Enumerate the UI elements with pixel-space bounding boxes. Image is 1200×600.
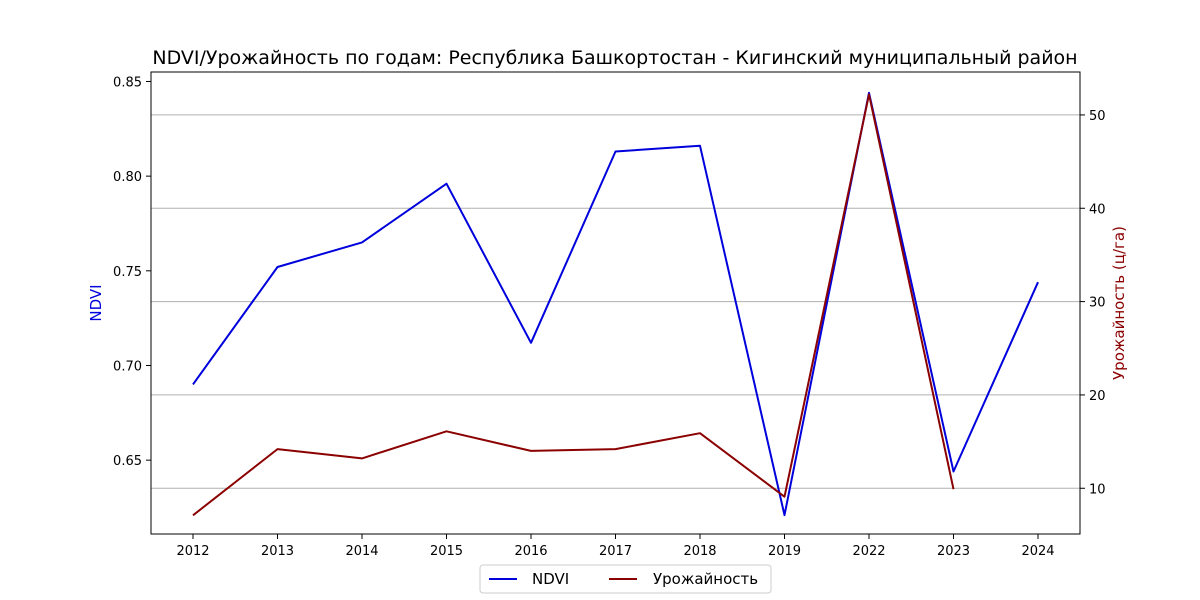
series-line-yield: [192, 93, 955, 517]
x-tick-label: 2015: [430, 544, 463, 559]
x-tick-label: 2014: [345, 544, 378, 559]
series-line-ndvi: [192, 91, 1039, 517]
x-tick-label: 2024: [1021, 544, 1054, 559]
plot-area: [150, 71, 1081, 535]
series-layer: [192, 91, 1039, 517]
y-left-tick-label: 0.85: [113, 75, 142, 90]
y-right-tick-label: 40: [1089, 202, 1106, 217]
legend-label-ndvi: NDVI: [532, 570, 569, 588]
x-tick-label: 2023: [937, 544, 970, 559]
y-axis-right-label: Урожайность (ц/га): [1110, 226, 1128, 380]
y-left-tick-label: 0.80: [113, 170, 142, 185]
y-left-tick-label: 0.70: [113, 359, 142, 374]
x-tick-label: 2017: [599, 544, 632, 559]
y-right-tick-label: 30: [1089, 296, 1106, 311]
y-right-tick-label: 10: [1089, 482, 1106, 497]
x-tick-label: 2013: [261, 544, 294, 559]
grid-lines: [151, 114, 1080, 489]
legend: NDVI Урожайность: [479, 564, 772, 594]
y-right-tick-label: 50: [1089, 109, 1106, 124]
legend-label-yield: Урожайность: [653, 570, 758, 588]
x-tick-label: 2018: [683, 544, 716, 559]
x-axis: 2012 2013 2014 2015 2016 2017 2018 2019 2022 2023…: [176, 534, 1055, 559]
x-tick-label: 2019: [768, 544, 801, 559]
y-right-tick-label: 20: [1089, 389, 1106, 404]
y-left-tick-label: 0.75: [113, 265, 142, 280]
x-tick-label: 2022: [852, 544, 885, 559]
x-tick-label: 2012: [176, 544, 209, 559]
chart-title: NDVI/Урожайность по годам: Республика Ба…: [152, 47, 1077, 69]
y-axis-right: 10 20 30 40 50: [1080, 109, 1106, 497]
y-left-tick-label: 0.65: [113, 454, 142, 469]
x-tick-label: 2016: [514, 544, 547, 559]
y-axis-left: 0.65 0.70 0.75 0.80 0.85: [113, 75, 151, 469]
y-axis-left-label: NDVI: [87, 284, 105, 321]
